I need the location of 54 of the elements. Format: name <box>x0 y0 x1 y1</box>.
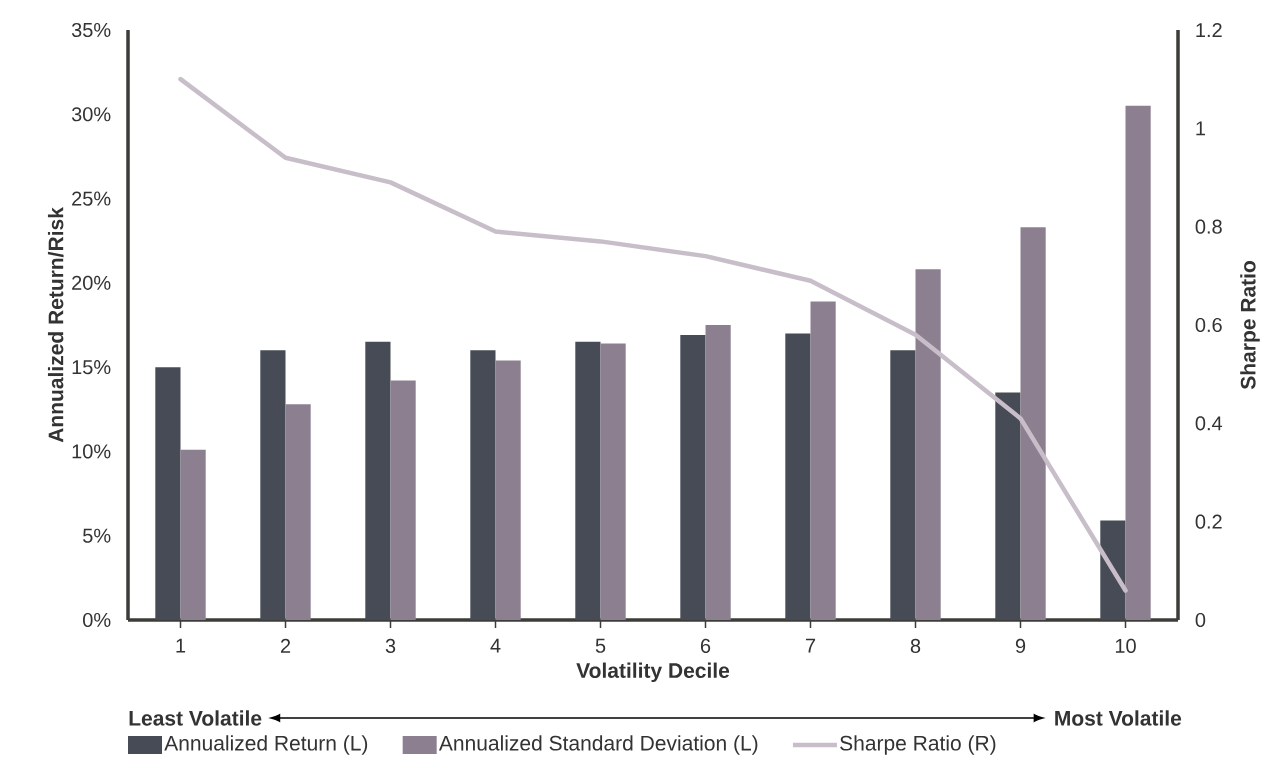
bar <box>365 341 391 620</box>
bar <box>810 301 836 620</box>
bar <box>155 367 181 620</box>
legend-label: Sharpe Ratio (R) <box>840 735 996 755</box>
y-tick-label: 5% <box>83 528 111 543</box>
x-tick-label: 4 <box>490 638 501 653</box>
y2-tick-label: 0.2 <box>1195 514 1222 529</box>
bar <box>1125 105 1151 620</box>
text: Most Volatile <box>1055 710 1182 726</box>
y-tick-label: 20% <box>72 275 111 290</box>
y-axis-title: Annualized Return/Risk <box>47 207 64 443</box>
bar <box>470 350 496 620</box>
y-tick-label: 30% <box>71 107 111 122</box>
bar <box>390 380 416 620</box>
y-tick-label: 35% <box>71 22 111 38</box>
x-axis-title: Volatility Decile <box>576 662 730 683</box>
y2-tick-label: 0 <box>1195 612 1206 628</box>
bar <box>260 350 286 620</box>
bar <box>995 392 1021 620</box>
x-tick-label: 7 <box>805 638 816 653</box>
bar <box>600 343 626 620</box>
x-tick-label: 1 <box>176 638 186 653</box>
x-tick-label: 5 <box>595 638 606 653</box>
bar <box>890 350 916 620</box>
bar <box>180 449 206 620</box>
bar <box>705 324 731 620</box>
y2-tick-label: 0.8 <box>1195 219 1222 234</box>
y2-tick-label: 1 <box>1196 121 1206 136</box>
y-tick-label: 25% <box>72 191 111 206</box>
y2-tick-label: 0.4 <box>1195 416 1223 431</box>
bar <box>680 335 706 620</box>
x-tick-label: 6 <box>700 638 711 654</box>
y2-tick-label: 0.6 <box>1195 317 1222 333</box>
bar <box>785 333 811 620</box>
x-tick-label: 8 <box>910 638 921 654</box>
y2-tick-label: 1.2 <box>1196 22 1222 37</box>
bar <box>495 360 521 620</box>
bar <box>575 341 601 620</box>
text: Least Volatile <box>129 710 262 726</box>
legend-label: Annualized Return (L) <box>164 735 368 755</box>
x-tick-label: 3 <box>385 638 396 654</box>
line-series <box>178 76 1128 593</box>
x-tick-label: 10 <box>1115 638 1136 654</box>
bar <box>915 269 941 620</box>
legend-label: Annualized Standard Deviation (L) <box>438 735 758 755</box>
y-tick-label: 10% <box>72 444 111 459</box>
x-tick-label: 9 <box>1015 638 1026 654</box>
y-tick-label: 15% <box>72 360 111 375</box>
bar <box>285 404 311 620</box>
x-tick-label: 2 <box>280 638 291 653</box>
bar <box>1020 227 1046 620</box>
bar <box>1100 520 1126 620</box>
y2-axis-title: Sharpe Ratio <box>1240 261 1260 390</box>
y-tick-label: 0% <box>83 612 111 628</box>
